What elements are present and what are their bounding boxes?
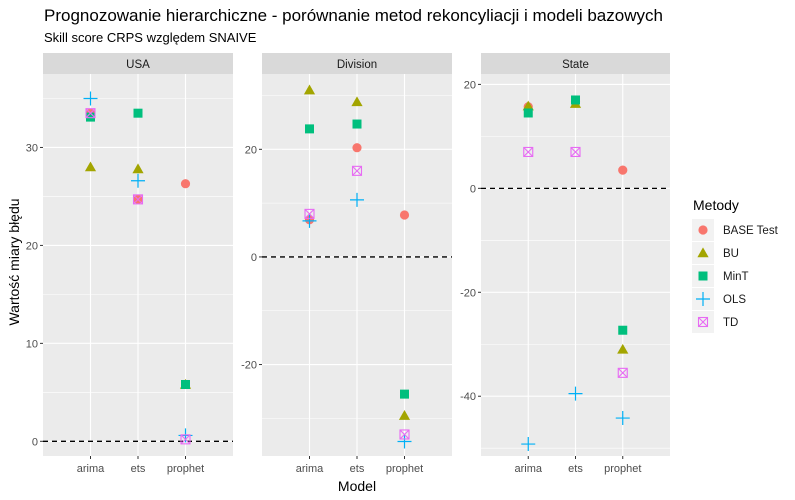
legend-label: BU bbox=[723, 248, 739, 260]
point-td-prophet bbox=[399, 429, 410, 440]
point-ols-ets bbox=[131, 173, 145, 188]
legend-label: MinT bbox=[723, 271, 749, 283]
x-tick-label-ets: ets bbox=[131, 463, 146, 475]
legend-key-base-test bbox=[698, 225, 708, 235]
y-tick-label: 20 bbox=[245, 144, 257, 156]
point-mint-ets bbox=[352, 119, 362, 129]
point-mint-prophet bbox=[618, 325, 628, 335]
point-ols-arima bbox=[521, 437, 536, 452]
legend-label: OLS bbox=[723, 294, 746, 306]
point-td-ets bbox=[351, 165, 363, 176]
point-td-arima bbox=[523, 146, 534, 158]
legend-key-bu bbox=[697, 247, 709, 258]
legend: Metody BASE Test BU MinT OLS TD bbox=[692, 197, 779, 333]
point-td-prophet bbox=[617, 367, 628, 378]
y-tick-label: 10 bbox=[26, 338, 38, 350]
legend-label: TD bbox=[723, 317, 738, 329]
strip-label: State bbox=[562, 59, 589, 71]
x-tick-label-prophet: prophet bbox=[604, 463, 641, 475]
point-ols-ets bbox=[350, 192, 364, 207]
point-ols-prophet bbox=[615, 411, 630, 426]
point-base-test-ets bbox=[352, 143, 362, 153]
y-tick-label: -20 bbox=[241, 360, 257, 372]
y-tick-label: 20 bbox=[26, 240, 38, 252]
point-mint-arima bbox=[305, 124, 314, 134]
point-mint-prophet bbox=[181, 379, 190, 389]
y-tick-label: 20 bbox=[464, 79, 476, 91]
point-td-ets bbox=[570, 146, 581, 158]
chart-title: Prognozowanie hierarchiczne - porównanie… bbox=[44, 6, 663, 25]
legend-key-td bbox=[697, 316, 709, 328]
point-td-prophet bbox=[180, 434, 191, 445]
point-bu-arima bbox=[522, 100, 534, 111]
y-tick-label: -40 bbox=[460, 391, 476, 403]
point-ols-arima bbox=[302, 213, 317, 228]
point-ols-ets bbox=[568, 386, 583, 401]
point-bu-ets bbox=[351, 96, 363, 107]
panel-usa: USA 0 10 20 30 arima ets prophet bbox=[26, 53, 233, 475]
point-td-arima bbox=[85, 108, 96, 119]
point-bu-arima bbox=[84, 161, 97, 172]
point-td-arima bbox=[304, 208, 315, 219]
legend-item-base-test: BASE Test bbox=[692, 219, 779, 241]
legend-key-mint bbox=[698, 271, 708, 281]
x-tick-label-arima: arima bbox=[77, 463, 105, 475]
point-ols-arima bbox=[83, 91, 98, 106]
legend-item-bu: BU bbox=[692, 242, 739, 264]
strip-label: Division bbox=[337, 59, 377, 71]
legend-label: BASE Test bbox=[723, 225, 779, 237]
point-mint-arima bbox=[86, 112, 95, 122]
point-base-test-prophet bbox=[399, 210, 410, 220]
panel-state: State -40 -20 0 20 arima ets prophet bbox=[460, 53, 670, 475]
strip-background bbox=[481, 53, 670, 74]
x-tick-label-arima: arima bbox=[296, 463, 324, 475]
x-tick-label-ets: ets bbox=[568, 463, 583, 475]
point-bu-ets bbox=[132, 163, 144, 174]
y-tick-label: -20 bbox=[460, 287, 476, 299]
point-bu-arima bbox=[303, 84, 316, 95]
x-tick-label-ets: ets bbox=[350, 463, 365, 475]
legend-item-ols: OLS bbox=[692, 288, 746, 310]
y-tick-label: 0 bbox=[470, 183, 476, 195]
y-axis-label: Wartość miary błędu bbox=[6, 198, 22, 325]
point-base-test-prophet bbox=[618, 165, 628, 175]
x-tick-label-arima: arima bbox=[514, 463, 542, 475]
point-td-ets bbox=[132, 194, 144, 205]
point-bu-prophet bbox=[398, 410, 411, 420]
legend-title: Metody bbox=[693, 197, 739, 213]
strip-label: USA bbox=[126, 59, 150, 71]
facet-panels: USA 0 10 20 30 arima ets prophet Division -20 0 20 a… bbox=[26, 53, 670, 475]
x-tick-label-prophet: prophet bbox=[386, 463, 423, 475]
y-tick-label: 0 bbox=[251, 252, 257, 264]
strip-background bbox=[262, 53, 452, 74]
y-tick-label: 0 bbox=[32, 436, 38, 448]
point-mint-ets bbox=[133, 108, 143, 118]
x-axis-label: Model bbox=[338, 478, 376, 494]
x-tick-label-prophet: prophet bbox=[167, 463, 204, 475]
point-bu-prophet bbox=[617, 343, 629, 354]
legend-item-td: TD bbox=[692, 311, 738, 333]
point-mint-prophet bbox=[400, 389, 409, 399]
strip-background bbox=[43, 53, 233, 74]
point-ols-prophet bbox=[397, 434, 412, 449]
legend-item-mint: MinT bbox=[692, 265, 749, 287]
panel-division: Division -20 0 20 arima ets prophet bbox=[241, 53, 452, 475]
point-base-test-prophet bbox=[180, 179, 191, 189]
legend-key-ols bbox=[696, 292, 710, 306]
y-tick-label: 30 bbox=[26, 142, 38, 154]
point-mint-ets bbox=[571, 95, 580, 105]
point-mint-arima bbox=[523, 108, 533, 118]
chart-subtitle: Skill score CRPS względem SNAIVE bbox=[44, 30, 257, 45]
